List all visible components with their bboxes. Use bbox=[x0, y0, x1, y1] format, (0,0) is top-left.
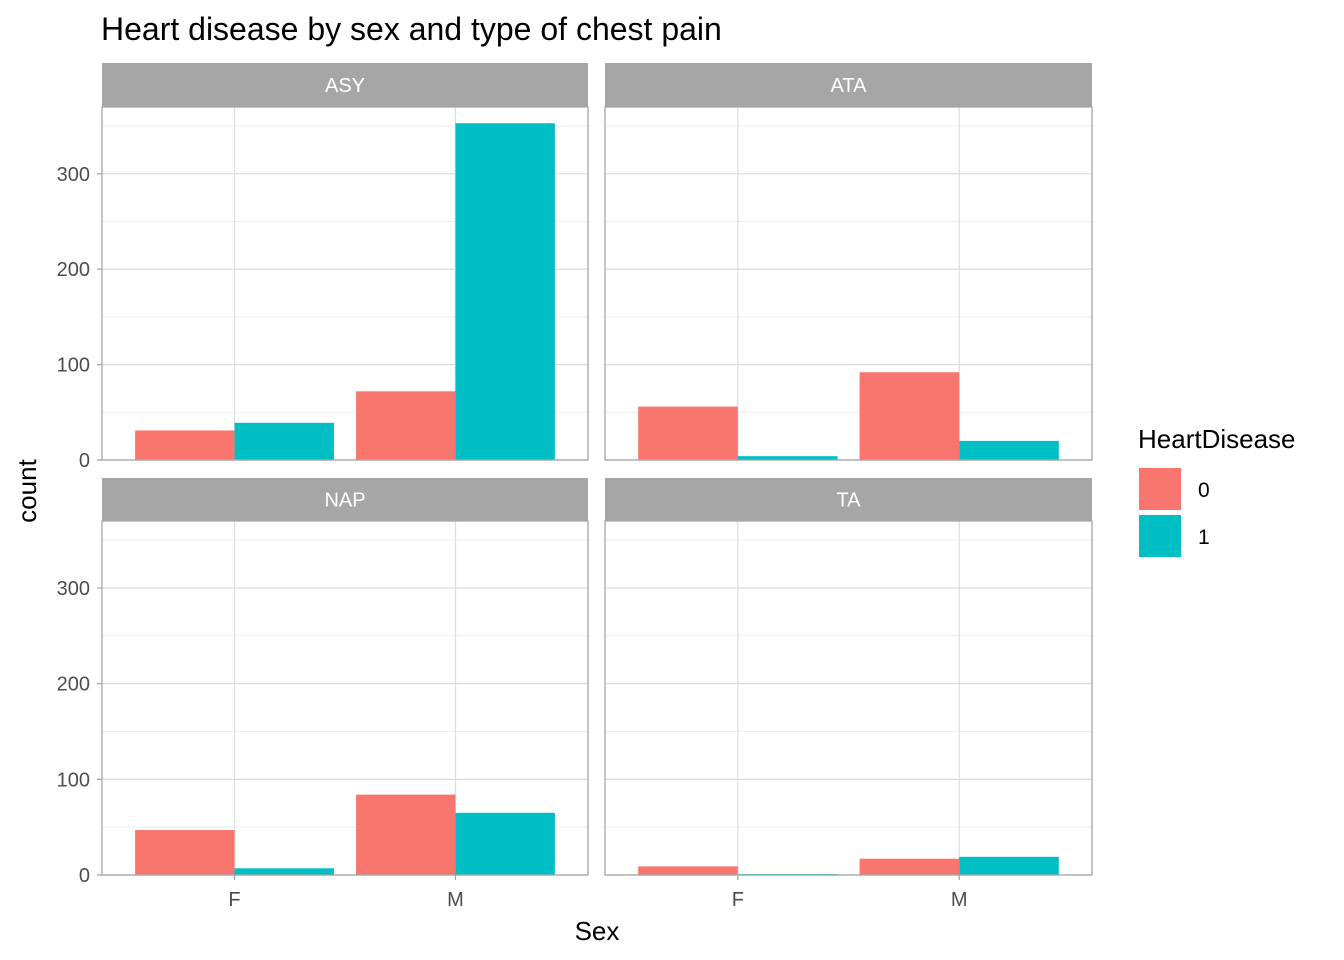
x-axis-title: Sex bbox=[575, 916, 620, 946]
chart-title: Heart disease by sex and type of chest p… bbox=[101, 11, 722, 47]
facet-strip bbox=[605, 63, 1092, 107]
x-tick-label: M bbox=[951, 889, 968, 911]
facet-strip-label: NAP bbox=[324, 490, 365, 512]
bar-nap-f-hd0 bbox=[135, 830, 235, 875]
panel-background bbox=[605, 107, 1092, 460]
facet-strip bbox=[102, 63, 588, 107]
facet-panels: ASY 0 100 200 300 ATA NAP 0 100 200 300 F M TA F M bbox=[57, 63, 1093, 911]
facet-strip-label: TA bbox=[836, 490, 861, 512]
facet-strip bbox=[102, 478, 588, 521]
bar-nap-m-hd1 bbox=[455, 812, 555, 875]
bar-ta-m-hd1 bbox=[959, 856, 1059, 875]
facet-strip-label: ATA bbox=[831, 75, 868, 97]
legend: HeartDisease 0 1 bbox=[1138, 424, 1296, 557]
panel-border bbox=[101, 520, 589, 876]
facet-strip-label: ASY bbox=[325, 75, 365, 97]
facet-ta: TA F M bbox=[604, 478, 1093, 911]
bar-asy-m-hd0 bbox=[356, 391, 456, 460]
x-tick-label: F bbox=[228, 889, 240, 911]
bar-asy-m-hd1 bbox=[455, 123, 555, 460]
y-tick-label: 200 bbox=[57, 259, 90, 281]
panel-border bbox=[604, 520, 1093, 876]
bar-ata-m-hd0 bbox=[859, 372, 960, 460]
bar-ata-f-hd1 bbox=[737, 456, 838, 460]
y-tick-label: 0 bbox=[79, 450, 90, 472]
bar-asy-f-hd0 bbox=[135, 430, 235, 460]
facet-nap: NAP 0 100 200 300 F M bbox=[57, 478, 589, 911]
bar-ata-f-hd0 bbox=[638, 406, 738, 460]
facet-strip bbox=[605, 478, 1092, 521]
legend-key-0 bbox=[1139, 468, 1181, 510]
x-tick-label: M bbox=[447, 889, 464, 911]
legend-title: HeartDisease bbox=[1138, 424, 1296, 454]
facet-ata: ATA bbox=[604, 63, 1093, 461]
y-tick-label: 100 bbox=[57, 355, 90, 377]
facet-asy: ASY 0 100 200 300 bbox=[57, 63, 589, 472]
y-tick-label: 100 bbox=[57, 769, 90, 791]
bar-nap-f-hd1 bbox=[234, 868, 334, 875]
bar-ta-m-hd0 bbox=[859, 858, 960, 875]
y-axis-title: count bbox=[12, 458, 42, 522]
panel-background bbox=[605, 521, 1092, 875]
panel-border bbox=[101, 106, 589, 461]
legend-label-0: 0 bbox=[1198, 479, 1210, 502]
x-tick-label: F bbox=[732, 889, 744, 911]
y-tick-label: 300 bbox=[57, 164, 90, 186]
y-tick-label: 300 bbox=[57, 578, 90, 600]
panel-border bbox=[604, 106, 1093, 461]
legend-label-1: 1 bbox=[1198, 526, 1210, 549]
y-tick-label: 0 bbox=[79, 865, 90, 887]
legend-key-1 bbox=[1139, 515, 1181, 557]
bar-ata-m-hd1 bbox=[959, 440, 1059, 460]
bar-asy-f-hd1 bbox=[234, 422, 334, 460]
bar-nap-m-hd0 bbox=[356, 794, 456, 875]
bar-ta-f-hd0 bbox=[638, 866, 738, 875]
y-tick-label: 200 bbox=[57, 674, 90, 696]
